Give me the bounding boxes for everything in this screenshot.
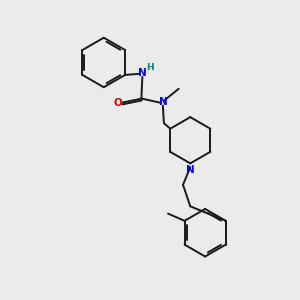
- Text: H: H: [146, 63, 154, 72]
- Text: O: O: [113, 98, 122, 108]
- Text: N: N: [186, 165, 195, 175]
- Text: N: N: [138, 68, 147, 78]
- Text: N: N: [159, 97, 168, 107]
